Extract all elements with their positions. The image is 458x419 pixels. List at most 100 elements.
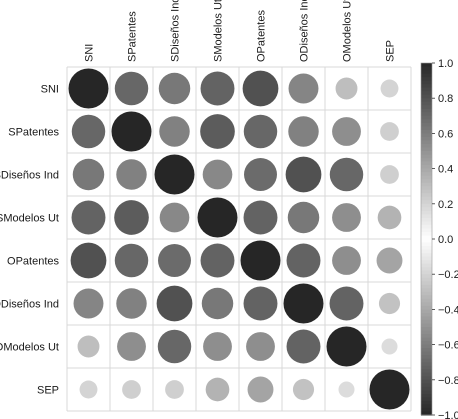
colorbar-segment bbox=[421, 334, 432, 339]
colorbar-segment bbox=[421, 383, 432, 388]
column-label: SPatentes bbox=[127, 11, 139, 62]
correlation-circle: SDiseños Ind / SEP: 0.22 bbox=[380, 165, 399, 184]
colorbar-segment bbox=[421, 312, 432, 318]
colorbar-segment bbox=[421, 119, 432, 124]
correlation-circle: ODiseños Ind / OPatentes: 0.72 bbox=[243, 286, 278, 321]
colorbar-segment bbox=[421, 210, 432, 215]
colorbar-segment bbox=[421, 263, 432, 268]
row-label: SDiseños Ind bbox=[0, 170, 59, 182]
correlation-circle: SEP / SPatentes: 0.22 bbox=[122, 380, 141, 399]
correlation-circle: SPatentes / ODiseños Ind: 0.58 bbox=[288, 116, 319, 147]
colorbar-segment bbox=[421, 207, 432, 212]
correlation-circle: SPatentes / SNI: 0.70 bbox=[71, 114, 106, 149]
colorbar-segment bbox=[421, 94, 432, 99]
correlation-circle: SEP / OModelos Ut: 0.16 bbox=[338, 381, 355, 398]
colorbar-segment bbox=[421, 200, 432, 205]
correlation-circle: OModelos Ut / SDiseños Ind: 0.70 bbox=[157, 329, 192, 364]
colorbar-segment bbox=[421, 168, 432, 173]
colorbar-segment bbox=[421, 348, 432, 353]
correlation-circle: SPatentes / OPatentes: 0.70 bbox=[243, 114, 278, 149]
correlation-circle: SModelos Ut / OModelos Ut: 0.52 bbox=[332, 203, 361, 232]
correlation-circle: SDiseños Ind / SDiseños Ind: 1.00 bbox=[154, 154, 195, 195]
correlation-circle: SNI / OPatentes: 0.80 bbox=[242, 70, 279, 107]
correlation-circle: SNI / OModelos Ut: 0.30 bbox=[335, 77, 358, 100]
colorbar-segment bbox=[421, 175, 432, 180]
colorbar-segment bbox=[421, 295, 432, 300]
colorbar-segment bbox=[421, 140, 432, 145]
colorbar-segment bbox=[421, 239, 432, 244]
correlation-circle: SNI / SNI: 1.00 bbox=[68, 68, 109, 109]
colorbar-segment bbox=[421, 126, 432, 131]
colorbar-segment bbox=[421, 253, 432, 258]
colorbar-tick-label: −0.2 bbox=[438, 269, 458, 281]
column-label: SModelos Ut bbox=[213, 0, 225, 62]
correlation-circle: OPatentes / SDiseños Ind: 0.68 bbox=[158, 244, 191, 277]
colorbar-segment bbox=[421, 63, 432, 68]
correlation-circle: ODiseños Ind / SNI: 0.56 bbox=[73, 288, 104, 319]
colorbar-segment bbox=[421, 73, 432, 78]
colorbar-segment bbox=[421, 316, 432, 321]
colorbar-segment bbox=[421, 267, 432, 272]
colorbar-segment bbox=[421, 129, 432, 134]
colorbar-tick-label: 0.8 bbox=[438, 93, 453, 105]
column-label: OPatentes bbox=[256, 10, 268, 62]
colorbar-segment bbox=[421, 330, 432, 335]
colorbar-segment bbox=[421, 172, 432, 177]
correlation-circle: SDiseños Ind / ODiseños Ind: 0.80 bbox=[285, 156, 322, 193]
colorbar-segment bbox=[421, 376, 432, 381]
colorbar-segment bbox=[421, 400, 432, 406]
column-label: SDiseños Ind bbox=[170, 0, 182, 62]
colorbar-segment bbox=[421, 386, 432, 391]
correlation-circle: SNI / SEP: 0.20 bbox=[380, 79, 399, 98]
colorbar-segment bbox=[421, 270, 432, 275]
correlation-circle: ODiseños Ind / SDiseños Ind: 0.80 bbox=[156, 285, 193, 322]
colorbar-segment bbox=[421, 186, 432, 191]
correlation-circle: ODiseños Ind / SModelos Ut: 0.62 bbox=[201, 287, 234, 320]
colorbar-segment bbox=[421, 112, 432, 117]
correlation-circle: SDiseños Ind / OPatentes: 0.68 bbox=[244, 158, 277, 191]
correlation-circle: SDiseños Ind / OModelos Ut: 0.70 bbox=[329, 157, 364, 192]
colorbar-segment bbox=[421, 397, 432, 402]
colorbar-tick-label: −0.8 bbox=[438, 375, 458, 387]
correlation-circle: ODiseños Ind / SPatentes: 0.58 bbox=[116, 288, 147, 319]
colorbar-segment bbox=[421, 221, 432, 226]
correlation-circle: SDiseños Ind / SModelos Ut: 0.55 bbox=[202, 159, 233, 190]
colorbar-segment bbox=[421, 355, 432, 360]
correlation-circle: SNI / SPatentes: 0.70 bbox=[114, 71, 149, 106]
colorbar-segment bbox=[421, 133, 432, 138]
colorbar-segment bbox=[421, 179, 432, 184]
correlation-circle: SPatentes / SPatentes: 1.00 bbox=[111, 111, 152, 152]
colorbar-segment bbox=[421, 379, 432, 384]
colorbar-segment bbox=[421, 87, 432, 92]
colorbar-tick-label: −0.6 bbox=[438, 340, 458, 352]
colorbar-segment bbox=[421, 203, 432, 208]
correlation-circle: SPatentes / SModelos Ut: 0.75 bbox=[200, 114, 235, 149]
colorbar-segment bbox=[421, 231, 432, 237]
colorbar-segment bbox=[421, 189, 432, 194]
colorbar-segment bbox=[421, 369, 432, 374]
colorbar-tick-label: 0.4 bbox=[438, 164, 453, 176]
colorbar-segment bbox=[421, 242, 432, 247]
correlation-circle: OPatentes / OModelos Ut: 0.52 bbox=[332, 246, 361, 275]
colorbar-segment bbox=[421, 66, 432, 71]
correlation-circle: OModelos Ut / OPatentes: 0.52 bbox=[246, 332, 275, 361]
correlation-circle: SModelos Ut / SNI: 0.72 bbox=[71, 200, 106, 235]
colorbar-segment bbox=[421, 165, 432, 170]
correlation-circle: OModelos Ut / SNI: 0.30 bbox=[77, 335, 100, 358]
correlation-circle: SDiseños Ind / SNI: 0.62 bbox=[72, 158, 105, 191]
correlation-circle: SEP / SNI: 0.20 bbox=[79, 380, 98, 399]
column-labels: SNI SPatentes SDiseños Ind SModelos Ut OPate… bbox=[84, 0, 397, 62]
correlation-circle: SPatentes / SEP: 0.22 bbox=[380, 122, 399, 141]
colorbar-segment bbox=[421, 108, 432, 113]
correlation-circle: ODiseños Ind / SEP: 0.28 bbox=[378, 292, 401, 315]
colorbar-segment bbox=[421, 249, 432, 254]
colorbar-segment bbox=[421, 362, 432, 367]
colorbar-segment bbox=[421, 256, 432, 261]
correlation-circles: SNI / SNI: 1.00SNI / SPatentes: 0.70 SNI … bbox=[68, 68, 410, 410]
colorbar-segment bbox=[421, 70, 432, 75]
colorbar-segment bbox=[421, 337, 432, 342]
colorbar-segment bbox=[421, 323, 432, 328]
correlation-circle: SEP / SDiseños Ind: 0.22 bbox=[165, 380, 184, 399]
correlation-circle: SPatentes / SDiseños Ind: 0.58 bbox=[159, 116, 190, 147]
